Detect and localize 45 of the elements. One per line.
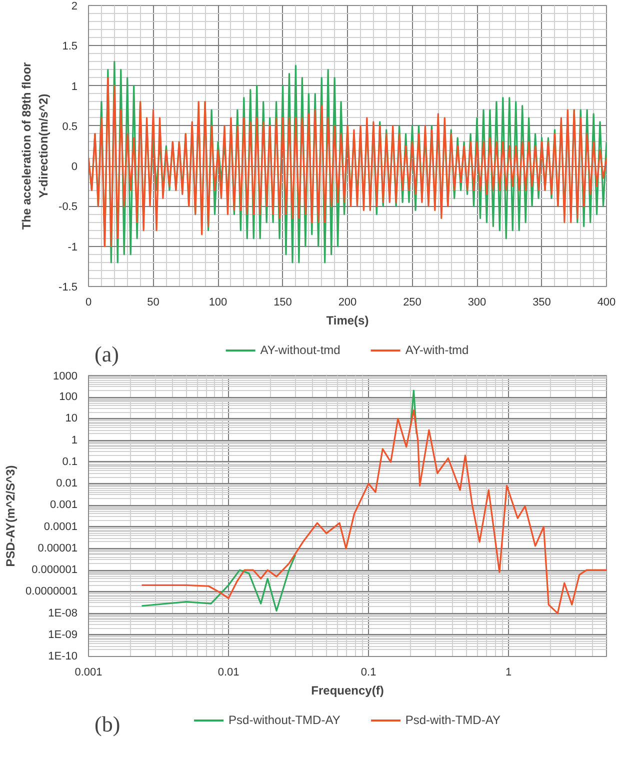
y-tick-label: 0.001	[50, 499, 78, 512]
x-tick-label: 350	[532, 296, 551, 308]
x-tick-label: 0	[85, 296, 92, 308]
y-tick-label: 100	[59, 391, 78, 404]
y-tick-label: 0.000001	[32, 564, 78, 576]
text: (a)	[94, 342, 119, 366]
y-tick-label: 1E-09	[48, 628, 78, 641]
x-tick-label: 50	[147, 296, 160, 308]
y-tick-label: 1	[71, 80, 78, 93]
x-axis-title: Frequency(f)	[311, 684, 384, 698]
y-tick-label: 2	[71, 0, 78, 12]
legend-label: AY-without-tmd	[260, 343, 340, 357]
legend-label: AY-with-tmd	[405, 343, 469, 357]
x-tick-label: 100	[208, 296, 228, 308]
x-tick-label: 300	[468, 296, 486, 308]
y-axis-title: The acceleration of 89th floor Y-direction(m/s^2)	[20, 62, 51, 230]
y-tick-label: -0.5	[58, 201, 78, 214]
y-tick-label: 1	[71, 434, 78, 446]
x-tick-label: 0.1	[360, 666, 376, 678]
x-tick-label: 1	[506, 666, 512, 678]
x-tick-label: 400	[597, 296, 616, 308]
y-tick-label: 10	[65, 412, 78, 425]
y-tick-label: 0	[71, 161, 78, 174]
y-tick-label: 1000	[53, 370, 78, 382]
x-axis-title: Time(s)	[326, 314, 369, 328]
x-tick-label: 250	[403, 296, 422, 308]
y-axis-title: PSD-AY(m^2/S^3)	[4, 465, 18, 567]
y-tick-label: 0.0000001	[26, 586, 78, 598]
y-tick-label: 1E-10	[48, 650, 78, 662]
y-tick-label: 0.1	[62, 456, 78, 468]
text: (b)	[94, 712, 120, 736]
y-tick-label: 0.01	[56, 478, 78, 490]
x-tick-label: 200	[338, 296, 357, 308]
y-tick-label: 0.00001	[38, 542, 78, 554]
line-series	[88, 76, 606, 248]
y-tick-label: -1.5	[58, 282, 78, 294]
y-tick-label: 0.5	[62, 120, 78, 133]
y-tick-label: 1.5	[62, 40, 78, 53]
legend-label: Psd-without-TMD-AY	[228, 713, 340, 727]
legend-label: Psd-with-TMD-AY	[405, 713, 500, 727]
x-tick-label: 0.01	[218, 666, 240, 678]
y-tick-label: 0.0001	[44, 520, 78, 533]
y-tick-label: 1E-08	[48, 607, 78, 620]
y-tick-label: -1	[68, 241, 78, 254]
x-tick-label: 150	[274, 296, 292, 308]
